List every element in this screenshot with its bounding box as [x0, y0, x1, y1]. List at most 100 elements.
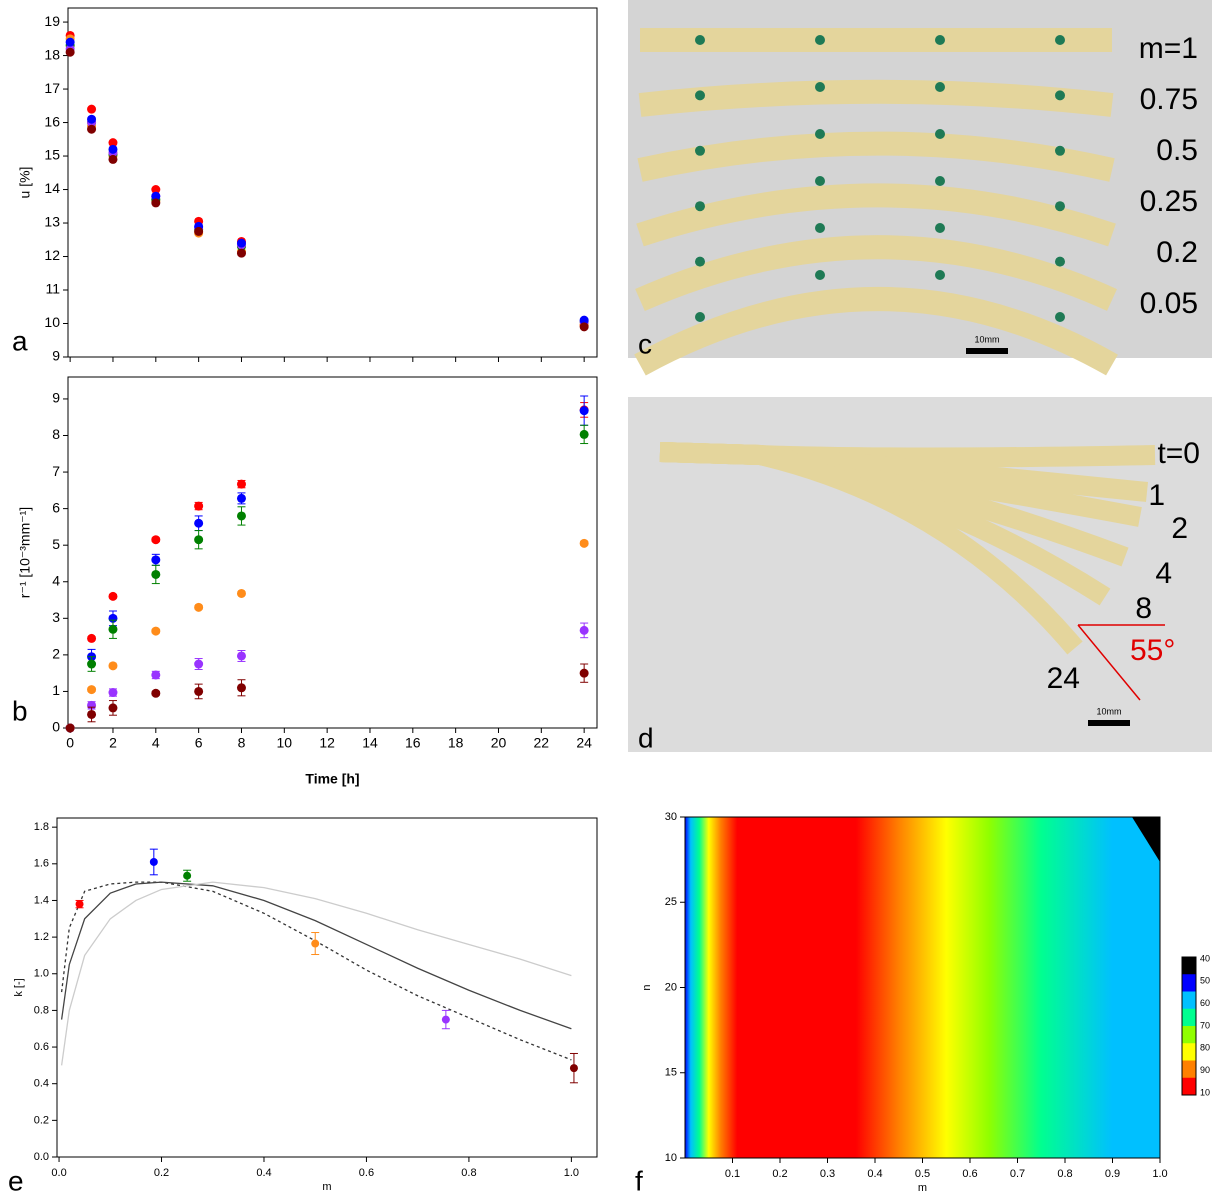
- data-point: [194, 501, 204, 511]
- angle-line: [1077, 624, 1141, 701]
- scale-bar: [1088, 720, 1130, 726]
- y-axis-label: r⁻¹ [10⁻³mm⁻¹]: [17, 507, 33, 598]
- colorbar-swatch: [1182, 957, 1196, 975]
- marker-dot: [695, 145, 705, 156]
- y-tick-label: 16: [44, 113, 60, 129]
- colorbar-label: 70: [1200, 1020, 1210, 1030]
- colorbar-swatch: [1182, 1043, 1196, 1061]
- data-point: [236, 588, 246, 598]
- data-point: [311, 939, 320, 948]
- panel-letter: a: [12, 325, 28, 356]
- y-tick-label: 30: [665, 811, 677, 823]
- specimen-label: 1: [1148, 479, 1165, 512]
- x-tick-label: 20: [491, 735, 507, 751]
- data-point: [87, 633, 97, 643]
- data-point: [108, 703, 118, 713]
- x-tick-label: 0.6: [962, 1168, 977, 1180]
- data-point: [579, 538, 589, 548]
- x-tick-label: 1.0: [1152, 1168, 1167, 1180]
- y-axis-label: k [-]: [13, 978, 25, 996]
- data-point: [151, 555, 161, 565]
- marker-dot: [935, 35, 945, 45]
- marker-dot: [935, 82, 945, 92]
- y-tick-label: 15: [665, 1067, 677, 1079]
- marker-dot: [1055, 201, 1065, 212]
- scale-label: 10mm: [974, 334, 999, 344]
- y-tick-label: 0.4: [34, 1078, 49, 1090]
- angle-label: 55°: [1130, 634, 1175, 667]
- marker-dot: [935, 176, 945, 186]
- specimen-label: 24: [1047, 662, 1080, 695]
- data-point: [65, 47, 75, 57]
- data-point: [87, 659, 97, 669]
- marker-dot: [695, 35, 705, 45]
- x-tick-label: 0.3: [820, 1168, 835, 1180]
- x-tick-label: 18: [448, 735, 464, 751]
- y-tick-label: 0.6: [34, 1041, 49, 1053]
- x-tick-label: 0.6: [359, 1167, 374, 1179]
- data-point: [194, 602, 204, 612]
- colorbar-swatch: [1182, 1077, 1196, 1096]
- x-tick-label: 0.9: [1105, 1168, 1120, 1180]
- y-tick-label: 4: [52, 572, 60, 588]
- data-point: [108, 624, 118, 634]
- data-point: [236, 683, 246, 693]
- data-point: [194, 518, 204, 528]
- data-point: [236, 493, 246, 503]
- y-tick-label: 6: [52, 499, 60, 515]
- colorbar-label: 50: [1200, 976, 1210, 986]
- y-tick-label: 15: [44, 147, 60, 163]
- data-point: [108, 591, 118, 601]
- x-tick-label: 16: [405, 735, 421, 751]
- y-tick-label: 3: [52, 609, 60, 625]
- marker-dot: [815, 223, 825, 233]
- plot-frame: [67, 7, 598, 358]
- marker-dot: [935, 129, 945, 139]
- x-tick-label: 0.4: [256, 1167, 271, 1179]
- x-tick-label: 0.0: [51, 1167, 66, 1179]
- x-tick-label: 0.8: [461, 1167, 476, 1179]
- x-tick-label: 0.4: [867, 1168, 882, 1180]
- x-tick-label: 0: [66, 735, 74, 751]
- x-tick-label: 0.5: [915, 1168, 930, 1180]
- specimen-label: 0.05: [1140, 287, 1198, 320]
- data-point: [87, 709, 97, 719]
- y-tick-label: 9: [52, 348, 60, 364]
- data-point: [65, 37, 75, 47]
- colorbar-label: 10: [1200, 1087, 1210, 1097]
- data-point: [65, 723, 75, 733]
- x-tick-label: 0.2: [772, 1168, 787, 1180]
- x-tick-label: 1.0: [564, 1167, 579, 1179]
- data-point: [236, 479, 246, 489]
- colorbar-swatch: [1182, 1060, 1196, 1079]
- colorbar-frame: [1181, 956, 1197, 1096]
- panel-letter: e: [8, 1165, 24, 1196]
- data-point: [108, 154, 118, 164]
- data-point: [183, 871, 192, 880]
- y-tick-label: 0.2: [34, 1114, 49, 1126]
- marker-dot: [815, 176, 825, 186]
- scale-label: 10mm: [1096, 706, 1121, 716]
- y-tick-label: 25: [665, 896, 677, 908]
- marker-dot: [695, 90, 705, 101]
- data-point: [87, 104, 97, 114]
- colorbar-label: 80: [1200, 1043, 1210, 1053]
- fit-curve: [60, 881, 572, 1061]
- y-tick-label: 7: [52, 463, 60, 479]
- y-tick-label: 1: [52, 682, 60, 698]
- colorbar-label: 90: [1200, 1065, 1210, 1075]
- y-tick-label: 17: [44, 80, 60, 96]
- marker-dot: [1055, 145, 1065, 156]
- marker-dot: [695, 201, 705, 212]
- marker-dot: [1055, 256, 1065, 267]
- colorbar-label: 40: [1200, 953, 1210, 963]
- x-tick-label: 22: [534, 735, 550, 751]
- colorbar-swatch: [1182, 1026, 1196, 1044]
- specimen-strip: [637, 131, 1115, 182]
- specimen-label: 0.75: [1140, 83, 1198, 116]
- specimen-strip: [638, 79, 1114, 117]
- fit-curve: [60, 881, 572, 1030]
- data-point: [236, 651, 246, 661]
- y-tick-label: 14: [44, 180, 60, 196]
- specimen-label: 8: [1135, 592, 1152, 625]
